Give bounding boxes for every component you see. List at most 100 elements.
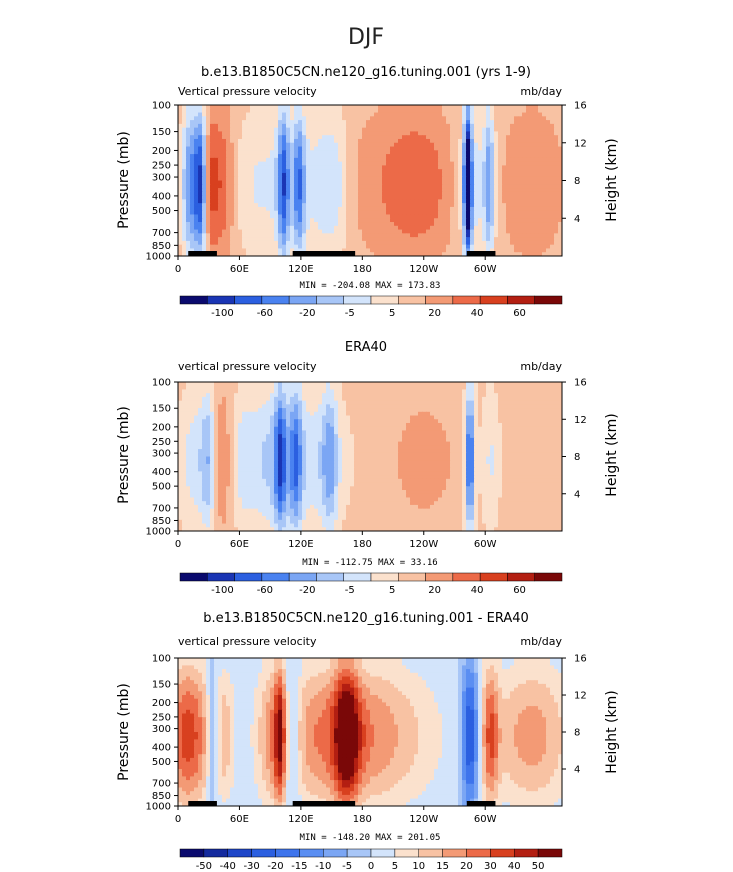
field-cell: [482, 135, 487, 140]
field-cell: [478, 203, 483, 208]
field-cell: [470, 248, 475, 253]
field-cell: [398, 393, 403, 398]
field-cell: [314, 248, 319, 253]
field-cell: [310, 176, 315, 182]
field-cell: [514, 127, 519, 133]
field-cell: [458, 195, 463, 200]
field-cell: [386, 240, 391, 246]
field-cell: [490, 206, 495, 212]
field-cell: [302, 415, 307, 420]
field-cell: [498, 127, 503, 133]
field-cell: [530, 408, 535, 413]
field-cell: [314, 154, 319, 159]
contour-field: [178, 382, 562, 531]
field-cell: [542, 218, 547, 223]
field-cell: [286, 203, 291, 208]
field-cell: [374, 404, 379, 409]
field-cell: [406, 240, 411, 246]
field-cell: [262, 154, 267, 159]
field-cell: [286, 131, 291, 136]
field-cell: [262, 105, 267, 110]
field-cell: [250, 214, 255, 219]
field-cell: [334, 222, 339, 227]
field-cell: [542, 172, 547, 178]
field-cell: [214, 135, 219, 140]
field-cell: [474, 233, 479, 238]
field-cell: [538, 240, 543, 246]
field-cell: [426, 210, 431, 216]
field-cell: [430, 116, 435, 121]
field-cell: [402, 138, 407, 144]
field-cell: [534, 112, 539, 117]
field-cell: [534, 188, 539, 193]
field-cell: [178, 244, 183, 250]
field-cell: [194, 120, 199, 125]
field-cell: [218, 411, 223, 417]
field-cell: [442, 142, 447, 148]
field-cell: [358, 184, 363, 189]
field-cell: [390, 225, 395, 231]
field-cell: [254, 393, 259, 398]
field-cell: [386, 419, 391, 424]
field-cell: [218, 389, 223, 394]
field-cell: [394, 233, 399, 238]
field-cell: [534, 222, 539, 227]
field-cell: [506, 206, 511, 212]
field-cell: [254, 203, 259, 208]
field-cell: [242, 210, 247, 216]
field-cell: [514, 105, 519, 110]
field-cell: [434, 127, 439, 133]
field-cell: [330, 169, 335, 174]
field-cell: [414, 105, 419, 110]
field-cell: [478, 404, 483, 409]
field-cell: [446, 150, 451, 155]
field-cell: [550, 127, 555, 133]
field-cell: [462, 222, 467, 227]
field-cell: [354, 248, 359, 253]
field-cell: [462, 180, 467, 185]
field-cell: [254, 233, 259, 238]
field-cell: [342, 199, 347, 204]
field-cell: [350, 396, 355, 402]
field-cell: [438, 176, 443, 182]
field-cell: [458, 203, 463, 208]
field-cell: [178, 206, 183, 212]
field-cell: [210, 146, 215, 151]
field-cell: [234, 389, 239, 394]
field-cell: [254, 108, 259, 114]
field-cell: [406, 411, 411, 417]
field-cell: [358, 382, 363, 387]
field-cell: [210, 154, 215, 159]
field-cell: [390, 252, 395, 256]
field-cell: [266, 199, 271, 204]
field-cell: [542, 225, 547, 231]
field-cell: [282, 176, 287, 182]
field-cell: [362, 188, 367, 193]
field-cell: [302, 225, 307, 231]
field-cell: [546, 116, 551, 121]
field-cell: [214, 195, 219, 200]
field-cell: [394, 222, 399, 227]
field-cell: [254, 199, 259, 204]
field-cell: [278, 112, 283, 117]
field-cell: [510, 135, 515, 140]
field-cell: [194, 408, 199, 413]
field-cell: [202, 233, 207, 238]
field-cell: [518, 165, 523, 170]
field-cell: [226, 150, 231, 155]
field-cell: [510, 146, 515, 151]
field-cell: [278, 411, 283, 417]
field-cell: [458, 135, 463, 140]
field-cell: [330, 415, 335, 420]
field-cell: [546, 389, 551, 394]
field-cell: [434, 135, 439, 140]
field-cell: [342, 206, 347, 212]
field-cell: [438, 244, 443, 250]
field-cell: [374, 142, 379, 148]
field-cell: [398, 131, 403, 136]
field-cell: [226, 422, 231, 428]
field-cell: [558, 400, 562, 405]
field-cell: [218, 422, 223, 428]
field-cell: [498, 142, 503, 148]
field-cell: [530, 210, 535, 216]
